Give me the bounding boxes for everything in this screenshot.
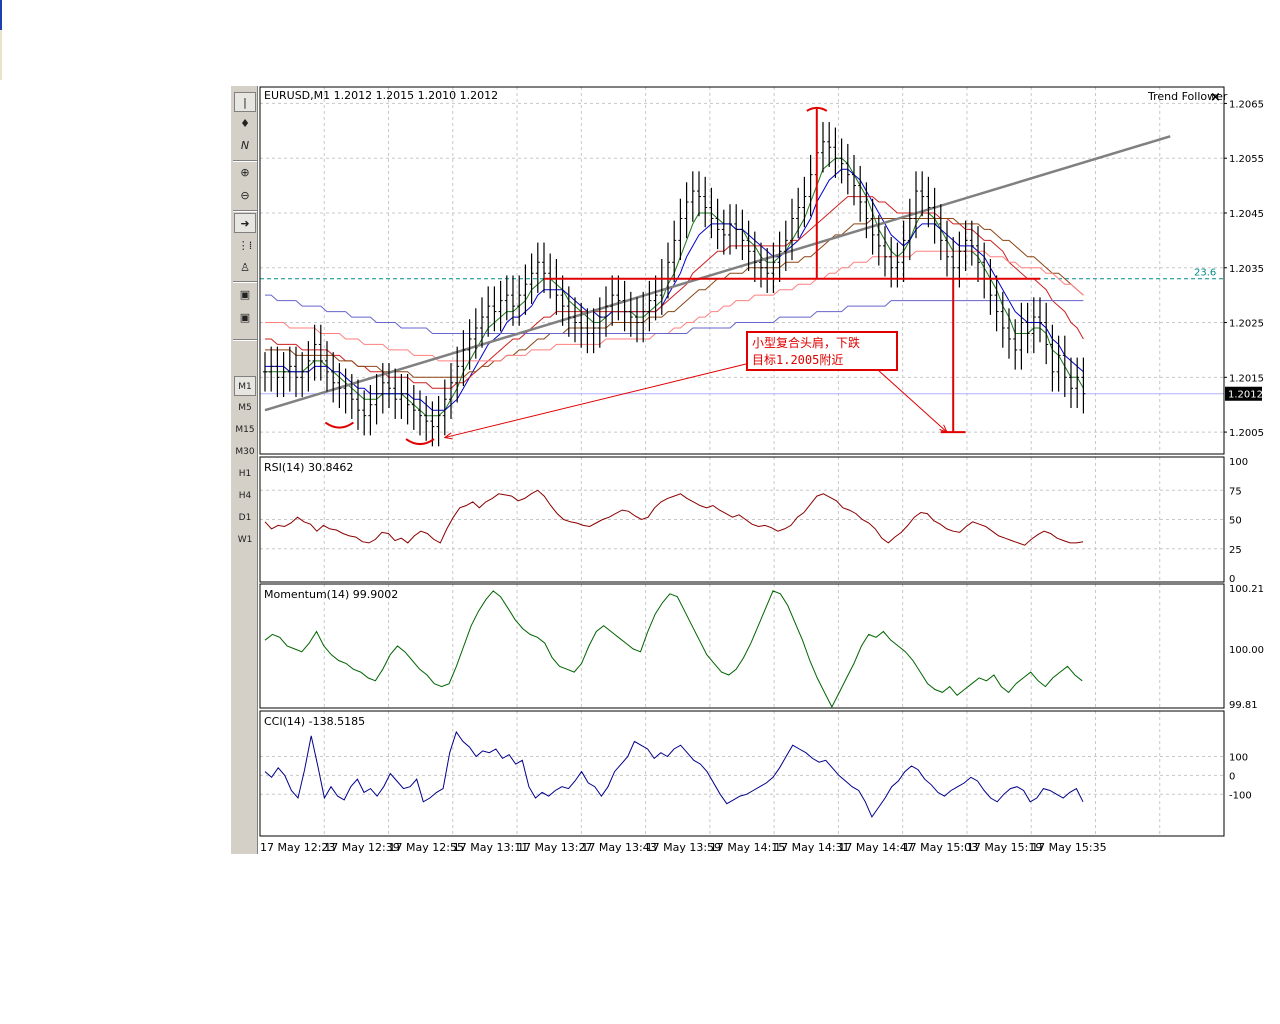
time-tick-label: 17 May 13:59 xyxy=(646,841,721,854)
scroll-right-icon[interactable]: ➜ xyxy=(234,213,256,233)
price-tick-label: 1.2055 xyxy=(1229,154,1264,165)
arrow-to-left-shoulder xyxy=(444,363,747,439)
time-tick-label: 17 May 13:43 xyxy=(581,841,656,854)
indicator-title-3: CCI(14) -138.5185 xyxy=(264,715,365,728)
figure-icon[interactable]: ♙ xyxy=(240,261,250,274)
vertical-line-icon[interactable]: | xyxy=(234,92,256,112)
timeframe-m1[interactable]: M1 xyxy=(234,376,256,396)
indicator-line-2 xyxy=(264,590,1083,708)
pane-frame-3 xyxy=(259,710,1225,837)
toolbar-separator xyxy=(233,160,257,162)
window-icon[interactable]: ▣ xyxy=(239,311,251,324)
annotation-textbox: 小型复合头肩，下跌 目标1.2005附近 xyxy=(746,331,898,371)
cci-pane: CCI(14) -138.5185 xyxy=(264,715,1084,818)
momentum-pane: Momentum(14) 99.9002 xyxy=(264,588,1083,708)
vertical-toolbar: | ♦ N ⊕ ⊖ ➜ ⋮⁞ ♙ ▣ ▣ M1 M5 M15 M30 H1 H4… xyxy=(230,86,258,854)
indicator-title-1: RSI(14) 30.8462 xyxy=(264,461,353,474)
indicator-tick-label: 0 xyxy=(1229,574,1235,585)
time-tick-label: 17 May 12:23 xyxy=(260,841,335,854)
shoulder-arc-0 xyxy=(324,421,354,429)
toolbar-separator xyxy=(233,210,257,212)
grid-lines xyxy=(260,87,1224,836)
indicator-tick-label: 100 xyxy=(1229,457,1248,468)
current-price-value: 1.2012 xyxy=(1228,390,1263,401)
indicator-label: Trend Follower xyxy=(1147,90,1228,103)
pane-frame-1 xyxy=(259,456,1225,583)
time-tick-label: 17 May 12:55 xyxy=(389,841,464,854)
indicator-tick-label: 25 xyxy=(1229,545,1242,556)
indicator-tick-label: 100 xyxy=(1229,753,1248,764)
price-tick-label: 1.2065 xyxy=(1229,99,1264,110)
marker-icon[interactable]: ♦ xyxy=(240,117,250,130)
indicator-tick-label: 100.00 xyxy=(1229,645,1264,656)
time-tick-label: 17 May 13:11 xyxy=(453,841,528,854)
zoom-in-icon[interactable]: ⊕ xyxy=(240,166,250,179)
indicator-tick-label: -100 xyxy=(1229,790,1252,801)
price-tick-label: 1.2045 xyxy=(1229,209,1264,220)
pane-frame-2 xyxy=(259,583,1225,709)
indicator-title-2: Momentum(14) 99.9002 xyxy=(264,588,398,601)
chart-area[interactable]: 23.6 1.2012 EURUSD,M1 1.2012 1.2015 1.2010… xyxy=(258,86,1280,856)
timeframe-w1[interactable]: W1 xyxy=(237,535,253,545)
trendline xyxy=(264,135,1171,412)
head-arc xyxy=(806,106,828,112)
edge-accent-bar-light xyxy=(0,30,2,80)
moving-average-line-3 xyxy=(265,218,1084,378)
timeframe-d1[interactable]: D1 xyxy=(238,513,252,523)
time-tick-label: 17 May 15:35 xyxy=(1031,841,1106,854)
toolbar-separator xyxy=(233,339,257,341)
price-tick-label: 1.2025 xyxy=(1229,319,1264,330)
timeframe-h4[interactable]: H4 xyxy=(238,491,252,501)
shoulder-arc-1 xyxy=(405,438,435,446)
pane-frames xyxy=(259,86,1225,837)
time-tick-label: 17 May 12:39 xyxy=(324,841,399,854)
indicator-tick-label: 50 xyxy=(1229,516,1242,527)
pane-frame-0 xyxy=(259,86,1225,455)
edge-accent-bar xyxy=(0,0,2,30)
indicator-tick-label: 0 xyxy=(1229,771,1235,782)
price-tick-label: 1.2005 xyxy=(1229,428,1264,439)
wave-icon[interactable]: N xyxy=(240,139,250,152)
axis-labels: 1.2065 1.2055 1.2045 1.2035 1.2025 1.2015 1.20… xyxy=(260,99,1264,854)
time-tick-label: 17 May 14:15 xyxy=(710,841,785,854)
chart-shift-icon[interactable]: ⋮⁞ xyxy=(237,239,253,252)
fib-level-label: 23.6 xyxy=(1194,268,1216,279)
moving-average-line-5 xyxy=(265,294,1084,334)
time-tick-label: 17 May 14:47 xyxy=(838,841,913,854)
price-pane: 23.6 1.2012 EURUSD,M1 1.2012 1.2015 1.2010… xyxy=(260,89,1263,447)
toolbar-separator xyxy=(233,281,257,283)
indicator-tick-label: 99.81 xyxy=(1229,700,1258,711)
indicator-line-3 xyxy=(264,730,1084,818)
rsi-pane: RSI(14) 30.8462 xyxy=(264,461,1084,546)
zoom-out-icon[interactable]: ⊖ xyxy=(240,189,250,202)
indicator-line-1 xyxy=(264,489,1084,546)
timeframe-m15[interactable]: M15 xyxy=(235,425,255,435)
time-tick-label: 17 May 13:27 xyxy=(517,841,592,854)
arrow-to-target-head xyxy=(939,424,948,433)
price-tick-label: 1.2015 xyxy=(1229,373,1264,384)
indicator-tick-label: 100.21 xyxy=(1229,584,1264,595)
timeframe-m5[interactable]: M5 xyxy=(238,403,252,413)
price-tick-label: 1.2035 xyxy=(1229,264,1264,275)
close-icon[interactable]: × xyxy=(1210,90,1221,105)
annotation-line-2: 目标1.2005附近 xyxy=(752,353,844,367)
timeframe-m30[interactable]: M30 xyxy=(235,447,255,457)
template-icon[interactable]: ▣ xyxy=(239,288,251,301)
chart-canvas[interactable]: 23.6 1.2012 EURUSD,M1 1.2012 1.2015 1.2010… xyxy=(258,86,1280,856)
time-tick-label: 17 May 15:03 xyxy=(903,841,978,854)
symbol-header: EURUSD,M1 1.2012 1.2015 1.2010 1.2012 xyxy=(264,89,498,102)
current-price-tag xyxy=(1225,386,1262,401)
indicator-tick-label: 75 xyxy=(1229,486,1242,497)
timeframe-h1[interactable]: H1 xyxy=(238,469,252,479)
annotation-line-1: 小型复合头肩，下跌 xyxy=(752,336,861,350)
time-tick-label: 17 May 15:19 xyxy=(967,841,1042,854)
arrow-to-left-shoulder-head xyxy=(443,432,453,440)
arrow-to-target xyxy=(877,369,948,433)
time-tick-label: 17 May 14:31 xyxy=(774,841,849,854)
